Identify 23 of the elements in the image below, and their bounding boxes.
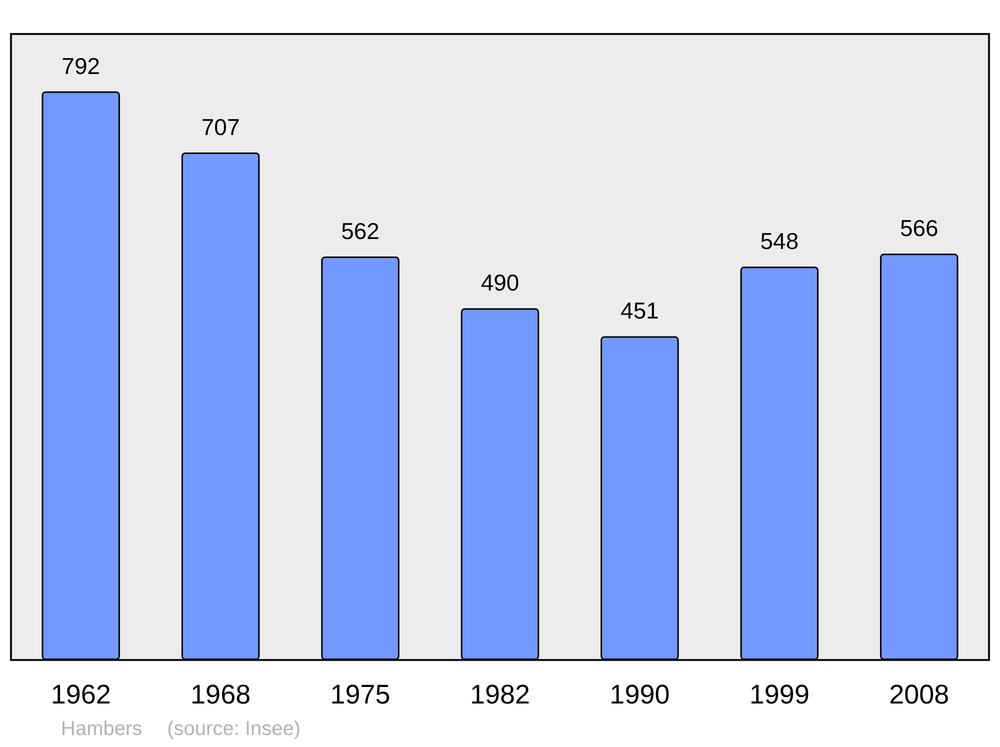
bar xyxy=(880,254,958,660)
x-tick-label: 1962 xyxy=(50,680,111,710)
data-label: 490 xyxy=(480,270,520,296)
bar xyxy=(600,336,679,660)
bar xyxy=(42,91,120,660)
x-tick-label: 1999 xyxy=(749,680,810,710)
bar xyxy=(321,256,400,660)
text: (source: Insee) xyxy=(167,717,301,741)
text: Hambers xyxy=(61,717,142,741)
x-tick-label: 1990 xyxy=(610,680,670,710)
bar xyxy=(181,152,260,660)
bar xyxy=(460,308,540,660)
x-tick-label: 2008 xyxy=(889,680,950,710)
data-label: 451 xyxy=(620,298,659,324)
data-label: 562 xyxy=(341,218,380,244)
x-tick-label: 1968 xyxy=(190,680,251,710)
bar xyxy=(740,266,819,660)
data-label: 792 xyxy=(62,52,100,79)
data-label: 548 xyxy=(760,228,799,254)
data-label: 566 xyxy=(900,215,938,242)
x-tick-label: 1975 xyxy=(330,680,390,710)
x-tick-label: 1982 xyxy=(470,680,530,710)
data-label: 707 xyxy=(201,114,240,140)
